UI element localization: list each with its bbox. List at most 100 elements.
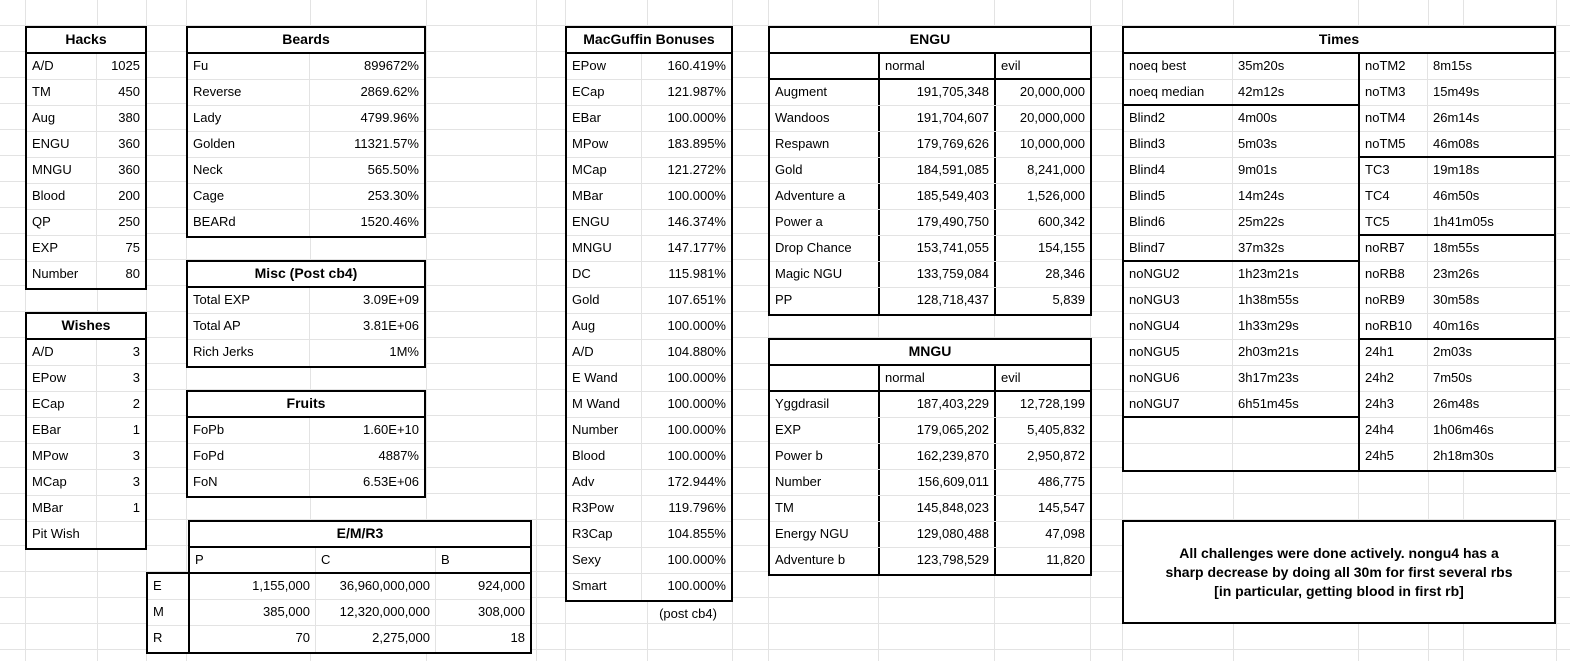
value-cell[interactable]: 4799.96% bbox=[360, 110, 419, 125]
value-cell[interactable]: 153,741,055 bbox=[880, 236, 996, 261]
value-cell[interactable]: 308,000 bbox=[478, 604, 525, 619]
row-label-cell[interactable]: Aug bbox=[567, 314, 642, 339]
table-title[interactable]: Hacks bbox=[27, 28, 145, 54]
value-cell[interactable]: 40m16s bbox=[1433, 318, 1480, 333]
value-cell[interactable]: 14m24s bbox=[1238, 188, 1285, 203]
row-label-cell[interactable]: TM bbox=[770, 496, 880, 521]
value-cell[interactable]: 3 bbox=[132, 344, 140, 359]
row-label-cell[interactable]: Magic NGU bbox=[770, 262, 880, 287]
value-cell[interactable]: 25m22s bbox=[1238, 214, 1285, 229]
row-label-cell[interactable]: PP bbox=[770, 288, 880, 314]
value-cell[interactable]: 187,403,229 bbox=[880, 392, 996, 417]
row-label-cell[interactable]: Power a bbox=[770, 210, 880, 235]
row-label-cell[interactable]: ECap bbox=[567, 80, 642, 105]
value-cell[interactable]: 5,405,832 bbox=[1027, 422, 1085, 437]
value-cell[interactable]: 5m03s bbox=[1238, 136, 1278, 151]
row-label-cell[interactable]: MNGU bbox=[27, 158, 97, 183]
row-label-cell[interactable]: Blind7 bbox=[1124, 236, 1233, 260]
row-label-cell[interactable]: Blind3 bbox=[1124, 132, 1233, 157]
macguffin-footnote[interactable]: (post cb4) bbox=[659, 606, 717, 621]
value-cell[interactable]: 37m32s bbox=[1238, 240, 1285, 255]
row-label-cell[interactable]: Neck bbox=[188, 158, 310, 183]
value-cell[interactable]: 179,769,626 bbox=[880, 132, 996, 157]
row-label-cell[interactable]: 24h4 bbox=[1360, 418, 1428, 443]
row-label-cell[interactable]: A/D bbox=[567, 340, 642, 365]
value-cell[interactable]: 8,241,000 bbox=[1027, 162, 1085, 177]
value-cell[interactable]: 162,239,870 bbox=[880, 444, 996, 469]
value-cell[interactable]: 1520.46% bbox=[360, 214, 419, 229]
column-header-cell[interactable]: B bbox=[441, 552, 450, 567]
value-cell[interactable]: 6.53E+06 bbox=[362, 474, 419, 489]
row-label-cell[interactable]: ECap bbox=[27, 392, 97, 417]
value-cell[interactable]: 123,798,529 bbox=[880, 548, 996, 574]
row-label-cell[interactable]: TC3 bbox=[1360, 158, 1428, 183]
value-cell[interactable]: 26m48s bbox=[1433, 396, 1480, 411]
value-cell[interactable]: 3 bbox=[132, 474, 140, 489]
value-cell[interactable]: 145,848,023 bbox=[880, 496, 996, 521]
value-cell[interactable]: 20,000,000 bbox=[1019, 110, 1085, 125]
value-cell[interactable]: 2m03s bbox=[1433, 344, 1473, 359]
row-label-cell[interactable]: Blood bbox=[567, 444, 642, 469]
value-cell[interactable]: 899672% bbox=[364, 58, 419, 73]
row-label-cell[interactable]: ENGU bbox=[567, 210, 642, 235]
value-cell[interactable]: 2h03m21s bbox=[1238, 344, 1299, 359]
row-label-cell[interactable]: noNGU5 bbox=[1124, 340, 1233, 365]
row-label-cell[interactable]: Number bbox=[770, 470, 880, 495]
value-cell[interactable]: 1h41m05s bbox=[1433, 214, 1494, 229]
value-cell[interactable]: 1.60E+10 bbox=[362, 422, 419, 437]
row-label-cell[interactable]: noTM4 bbox=[1360, 106, 1428, 131]
value-cell[interactable]: 35m20s bbox=[1238, 58, 1285, 73]
row-label-cell[interactable]: MPow bbox=[567, 132, 642, 157]
value-cell[interactable]: 924,000 bbox=[478, 578, 525, 593]
row-label-cell[interactable]: A/D bbox=[27, 54, 97, 79]
value-cell[interactable]: 36,960,000,000 bbox=[316, 574, 436, 599]
value-cell[interactable]: 11321.57% bbox=[354, 136, 419, 151]
row-label-cell[interactable]: DC bbox=[567, 262, 642, 287]
row-label-cell[interactable]: noRB10 bbox=[1360, 314, 1428, 338]
row-label-cell[interactable]: Reverse bbox=[188, 80, 310, 105]
value-cell[interactable]: 2 bbox=[132, 396, 140, 411]
value-cell[interactable]: 7m50s bbox=[1433, 370, 1473, 385]
value-cell[interactable]: 100.000% bbox=[667, 188, 726, 203]
value-cell[interactable]: 15m49s bbox=[1433, 84, 1480, 99]
value-cell[interactable]: 26m14s bbox=[1433, 110, 1480, 125]
value-cell[interactable]: 360 bbox=[118, 136, 140, 151]
row-label-cell[interactable]: Gold bbox=[567, 288, 642, 313]
row-label-cell[interactable]: noNGU3 bbox=[1124, 288, 1233, 313]
column-header-cell[interactable]: normal bbox=[880, 54, 996, 78]
row-label-cell[interactable]: QP bbox=[27, 210, 97, 235]
row-label-cell[interactable]: MBar bbox=[567, 184, 642, 209]
table-title[interactable]: Beards bbox=[188, 28, 424, 54]
value-cell[interactable]: 154,155 bbox=[1038, 240, 1085, 255]
column-header-cell[interactable]: evil bbox=[1001, 58, 1021, 73]
value-cell[interactable]: 1M% bbox=[389, 344, 419, 359]
row-label-cell[interactable]: Drop Chance bbox=[770, 236, 880, 261]
row-label-cell[interactable]: TC5 bbox=[1360, 210, 1428, 234]
row-label-cell[interactable]: Wandoos bbox=[770, 106, 880, 131]
row-label-cell[interactable]: noNGU2 bbox=[1124, 262, 1233, 287]
row-label-cell[interactable]: Pit Wish bbox=[27, 522, 97, 548]
value-cell[interactable]: 80 bbox=[125, 266, 140, 281]
table-title[interactable]: Misc (Post cb4) bbox=[188, 262, 424, 288]
row-label-cell[interactable] bbox=[1124, 418, 1233, 443]
value-cell[interactable]: 565.50% bbox=[367, 162, 419, 177]
row-label-cell[interactable]: Blind2 bbox=[1124, 106, 1233, 131]
column-header-cell[interactable]: C bbox=[316, 548, 436, 572]
value-cell[interactable]: 184,591,085 bbox=[880, 158, 996, 183]
row-label-cell[interactable]: Gold bbox=[770, 158, 880, 183]
row-label-cell[interactable]: Golden bbox=[188, 132, 310, 157]
row-label-cell[interactable]: 1,155,000 bbox=[190, 574, 316, 599]
value-cell[interactable] bbox=[97, 522, 145, 548]
row-label-cell[interactable]: noRB7 bbox=[1360, 236, 1428, 261]
row-label-cell[interactable]: Respawn bbox=[770, 132, 880, 157]
row-label-cell[interactable]: Adventure a bbox=[770, 184, 880, 209]
value-cell[interactable]: 12,320,000,000 bbox=[316, 600, 436, 625]
value-cell[interactable]: 100.000% bbox=[667, 110, 726, 125]
value-cell[interactable]: 133,759,084 bbox=[880, 262, 996, 287]
row-label-cell[interactable]: noTM2 bbox=[1360, 54, 1428, 79]
column-header-cell[interactable] bbox=[770, 366, 880, 390]
value-cell[interactable]: 5,839 bbox=[1052, 292, 1085, 307]
value-cell[interactable]: 75 bbox=[125, 240, 140, 255]
times-table-title[interactable]: Times bbox=[1122, 26, 1556, 52]
row-label-cell[interactable]: Total AP bbox=[188, 314, 310, 339]
